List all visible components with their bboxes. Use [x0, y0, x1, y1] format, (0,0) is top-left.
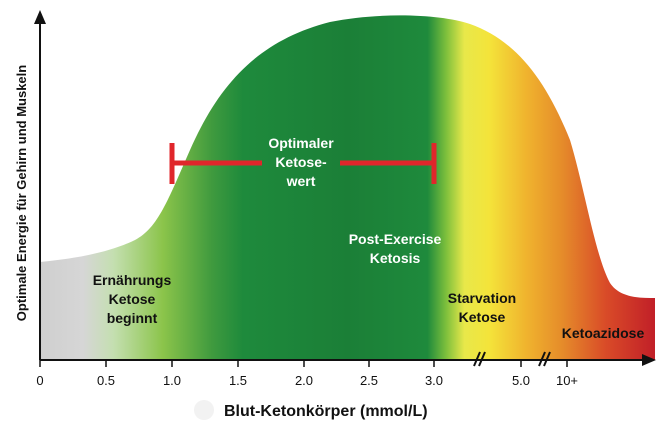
x-axis-ticks [39, 360, 568, 367]
x-tick-label-4: 2.0 [295, 373, 313, 388]
x-tick-label-5: 2.5 [360, 373, 378, 388]
x-tick-label-8: 10+ [556, 373, 578, 388]
zone-label-starvation-1: Starvation [448, 290, 516, 306]
optimal-label-line-2: Ketose- [275, 154, 327, 170]
x-axis-arrow-icon [642, 354, 656, 366]
x-tick-label-6: 3.0 [425, 373, 443, 388]
optimal-label-line-3: wert [286, 173, 316, 189]
zone-label-ernaehrungs-1: Ernährungs [93, 272, 172, 288]
zone-label-ernaehrungs-3: beginnt [107, 310, 158, 326]
y-axis-title: Optimale Energie für Gehirn und Muskeln [14, 65, 29, 321]
zone-label-post-exercise-1: Post-Exercise [349, 231, 442, 247]
x-tick-label-3: 1.5 [229, 373, 247, 388]
optimal-range-bar [169, 143, 437, 184]
x-axis-title: Blut-Ketonkörper (mmol/L) [224, 403, 428, 420]
xlabel-bullet-icon [194, 400, 214, 420]
x-tick-labels: 0 0.5 1.0 1.5 2.0 2.5 3.0 5.0 10+ [36, 373, 578, 388]
optimal-label-line-1: Optimaler [268, 135, 334, 151]
x-tick-label-2: 1.0 [163, 373, 181, 388]
zone-label-post-exercise-2: Ketosis [370, 250, 421, 266]
x-tick-label-7: 5.0 [512, 373, 530, 388]
zone-label-ernaehrungs-2: Ketose [109, 291, 156, 307]
zone-label-ketoazidose: Ketoazidose [562, 325, 645, 341]
x-tick-label-0: 0 [36, 373, 43, 388]
axis-break-1 [473, 351, 486, 367]
x-tick-label-1: 0.5 [97, 373, 115, 388]
zone-label-starvation-2: Ketose [459, 309, 506, 325]
y-axis-arrow-icon [34, 10, 46, 24]
axis-break-2 [538, 351, 551, 367]
